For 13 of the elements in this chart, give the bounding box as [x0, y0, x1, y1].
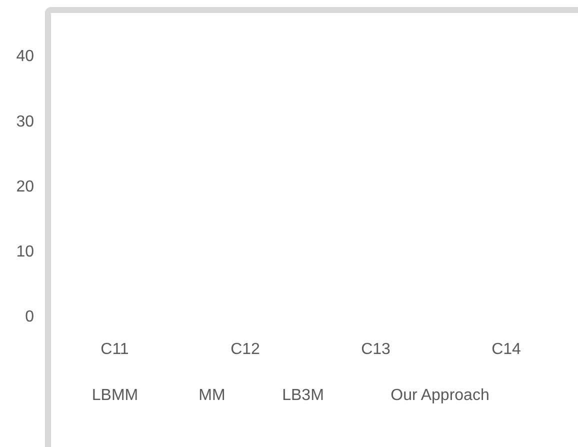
text: LB3M [282, 387, 324, 404]
x-tick-label: C14 [492, 341, 522, 358]
text: Our Approach [390, 387, 490, 404]
y-tick-label: 30 [16, 113, 34, 130]
x-tick-label: C12 [230, 341, 260, 358]
y-tick-label: 0 [25, 308, 34, 326]
y-tick-label: 40 [16, 48, 34, 66]
text: MM [198, 387, 226, 404]
y-tick-label: 20 [16, 178, 34, 196]
x-tick-label: C13 [361, 341, 391, 358]
text: LBMM [92, 387, 138, 404]
x-tick-label: C11 [100, 341, 129, 358]
y-tick-label: 10 [16, 243, 34, 260]
